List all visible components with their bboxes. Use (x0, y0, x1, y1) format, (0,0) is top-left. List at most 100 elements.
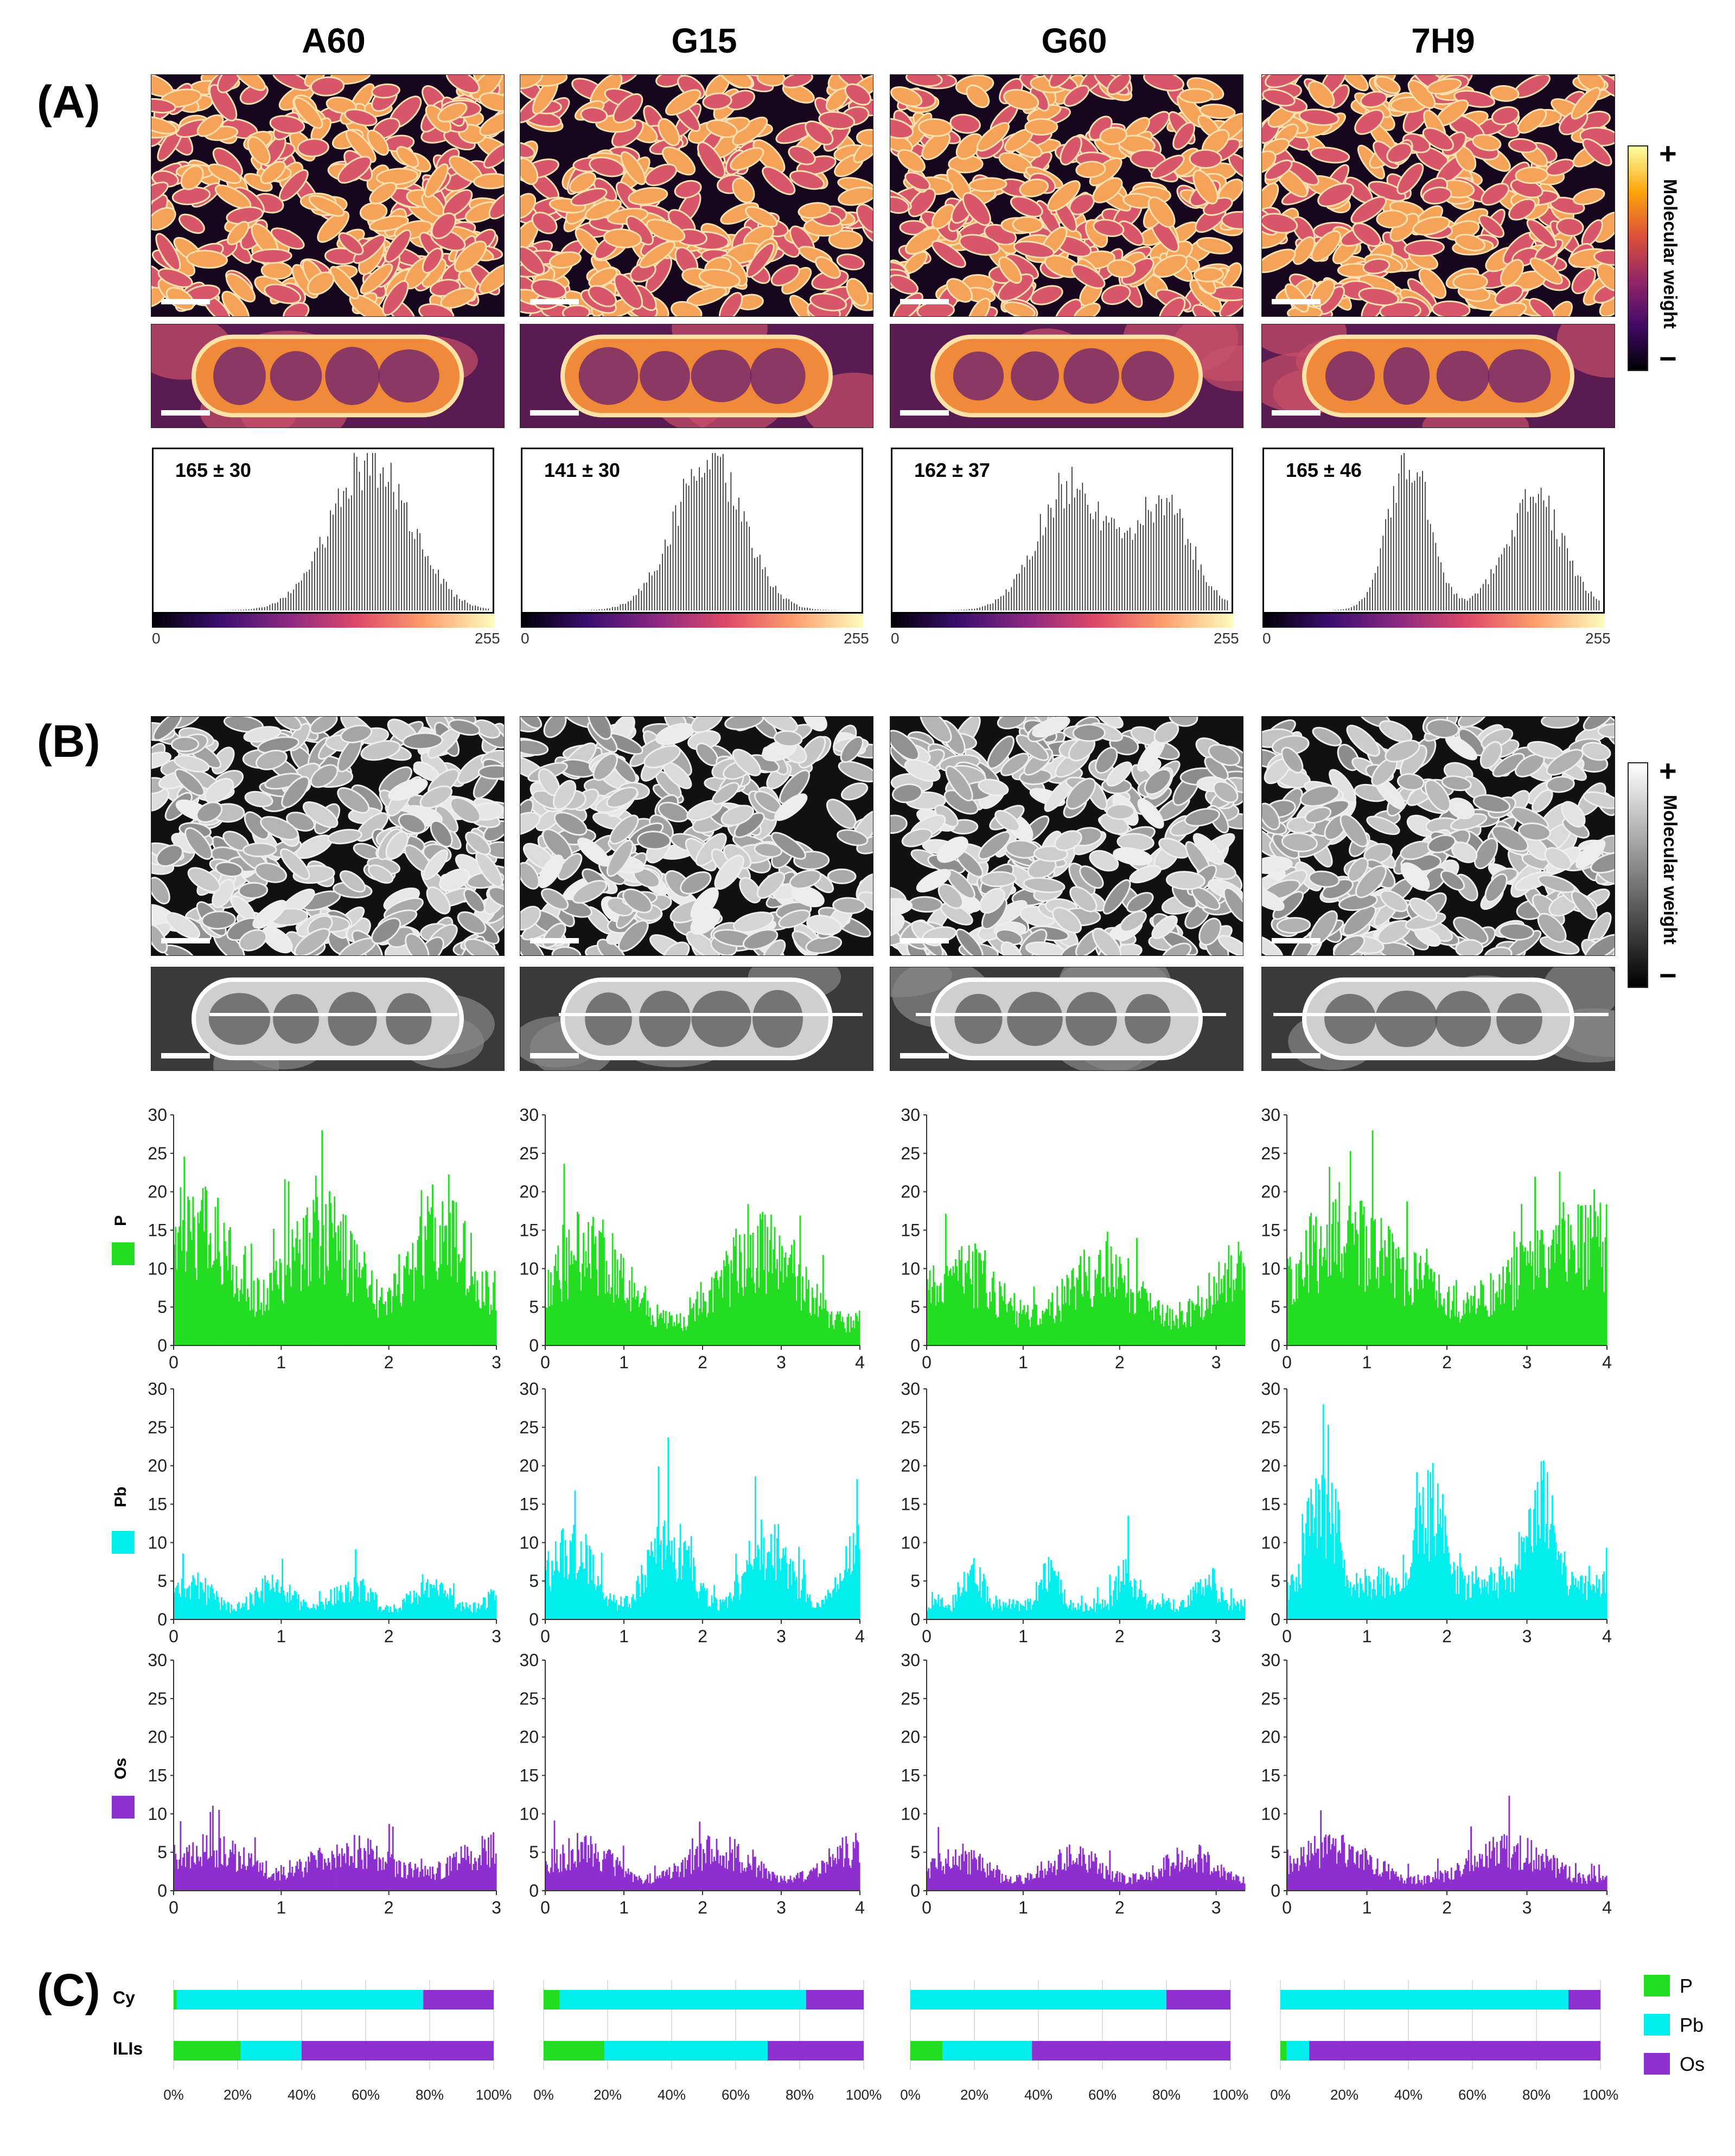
x-tick-label: 1 (1018, 1353, 1028, 1372)
profile-bar (1409, 1287, 1412, 1345)
profile-bar (211, 1856, 213, 1891)
profile-bar (1359, 1201, 1361, 1345)
x-tick-label: 20% (224, 2087, 252, 2103)
profile-bar (659, 1545, 661, 1619)
profile-bar (1491, 1572, 1493, 1619)
y-tick-label: 10 (901, 1533, 920, 1552)
profile-bar (958, 1587, 960, 1619)
profile-bar (309, 1233, 311, 1345)
profile-bar (969, 1874, 971, 1891)
profile-bar (189, 1599, 192, 1619)
histogram-bar (984, 605, 986, 610)
histogram-bar (317, 547, 318, 610)
histogram-bar (1085, 493, 1086, 610)
profile-bar (627, 1868, 629, 1891)
profile-bar (575, 1867, 577, 1891)
profile-bar (990, 1870, 992, 1891)
profile-bar (1484, 1866, 1485, 1891)
profile-bar (693, 1870, 694, 1891)
histogram-bar (396, 509, 397, 610)
histogram-bar (665, 539, 666, 610)
profile-bar (849, 1332, 851, 1345)
profile-bar (1576, 1272, 1578, 1345)
profile-bar (978, 1856, 980, 1891)
profile-bar (851, 1860, 853, 1891)
profile-bar (264, 1575, 266, 1619)
profile-bar (572, 1533, 573, 1619)
profile-bar (1290, 1269, 1292, 1345)
profile-bar (1428, 1876, 1430, 1891)
profile-bar (720, 1865, 723, 1891)
profile-bar (435, 1271, 437, 1345)
profile-bar (790, 1245, 793, 1345)
profile-bar (1349, 1581, 1351, 1619)
profile-bar (793, 1240, 795, 1345)
profile-axes (545, 1389, 860, 1620)
profile-bar (1196, 1304, 1198, 1345)
profile-bar (1092, 1609, 1094, 1619)
profile-bar (374, 1859, 377, 1891)
profile-bar (1536, 1869, 1539, 1891)
profile-bar (565, 1556, 567, 1619)
profile-bar (1479, 1587, 1481, 1619)
profile-bar (1114, 1580, 1116, 1619)
histogram-bar (427, 556, 429, 610)
profile-bar (186, 1251, 188, 1345)
profile-bar (1154, 1876, 1156, 1891)
x-tick-label: 3 (776, 1626, 786, 1646)
profile-bar (443, 1878, 445, 1891)
profile-bar (1413, 1529, 1415, 1619)
profile-bar (562, 1224, 564, 1345)
profile-bar (1530, 1546, 1533, 1619)
profile-bar (233, 1297, 235, 1345)
profile-bar (1475, 1866, 1477, 1891)
profile-bar (1468, 1299, 1470, 1345)
histogram-bar (598, 609, 600, 610)
profile-bar (1447, 1871, 1449, 1891)
profile-bar (238, 1602, 240, 1619)
y-tick-label: 30 (901, 1105, 920, 1125)
profile-bar (1198, 1306, 1201, 1345)
profile-bar (675, 1314, 678, 1345)
profile-bar (222, 1865, 224, 1891)
profile-bar (659, 1875, 661, 1891)
profile-bar (547, 1270, 550, 1345)
profile-bar (1066, 1847, 1068, 1891)
profile-bar (1564, 1866, 1566, 1891)
profile-bar (613, 1302, 615, 1345)
profile-bar (1466, 1292, 1469, 1345)
histogram-bar (406, 502, 407, 610)
histogram-bar (1524, 489, 1526, 610)
profile-bar (1176, 1318, 1178, 1345)
profile-bar (1176, 1609, 1178, 1619)
profile-bar (805, 1266, 807, 1345)
stacked-segment-os (768, 2041, 864, 2061)
profile-bar (1099, 1249, 1101, 1345)
profile-bar (450, 1871, 452, 1891)
profile-bar (764, 1214, 766, 1345)
profile-bar (579, 1862, 581, 1891)
profile-bar (700, 1844, 702, 1891)
profile-bar (444, 1590, 446, 1619)
profile-bar (181, 1865, 183, 1891)
micrograph-gray-zoom-3 (1261, 967, 1615, 1071)
profile-bar (1229, 1605, 1231, 1619)
profile-bar (203, 1592, 205, 1619)
profile-bar (1439, 1508, 1441, 1619)
profile-bar (575, 1579, 577, 1619)
profile-bar (1316, 1848, 1318, 1891)
profile-bar (1127, 1515, 1130, 1619)
profile-bar (1312, 1225, 1315, 1345)
profile-bar (212, 1589, 214, 1619)
profile-bar (1394, 1874, 1396, 1891)
profile-bar (690, 1874, 692, 1891)
profile-bar (1486, 1855, 1488, 1891)
micrograph-gray-3 (1261, 716, 1615, 956)
profile-bar (1593, 1865, 1595, 1891)
profile-bar (1462, 1316, 1464, 1345)
profile-bar (1134, 1313, 1137, 1345)
profile-bar (282, 1559, 283, 1619)
profile-bar (611, 1601, 614, 1619)
profile-bar (1218, 1598, 1220, 1619)
profile-bar (430, 1207, 432, 1345)
